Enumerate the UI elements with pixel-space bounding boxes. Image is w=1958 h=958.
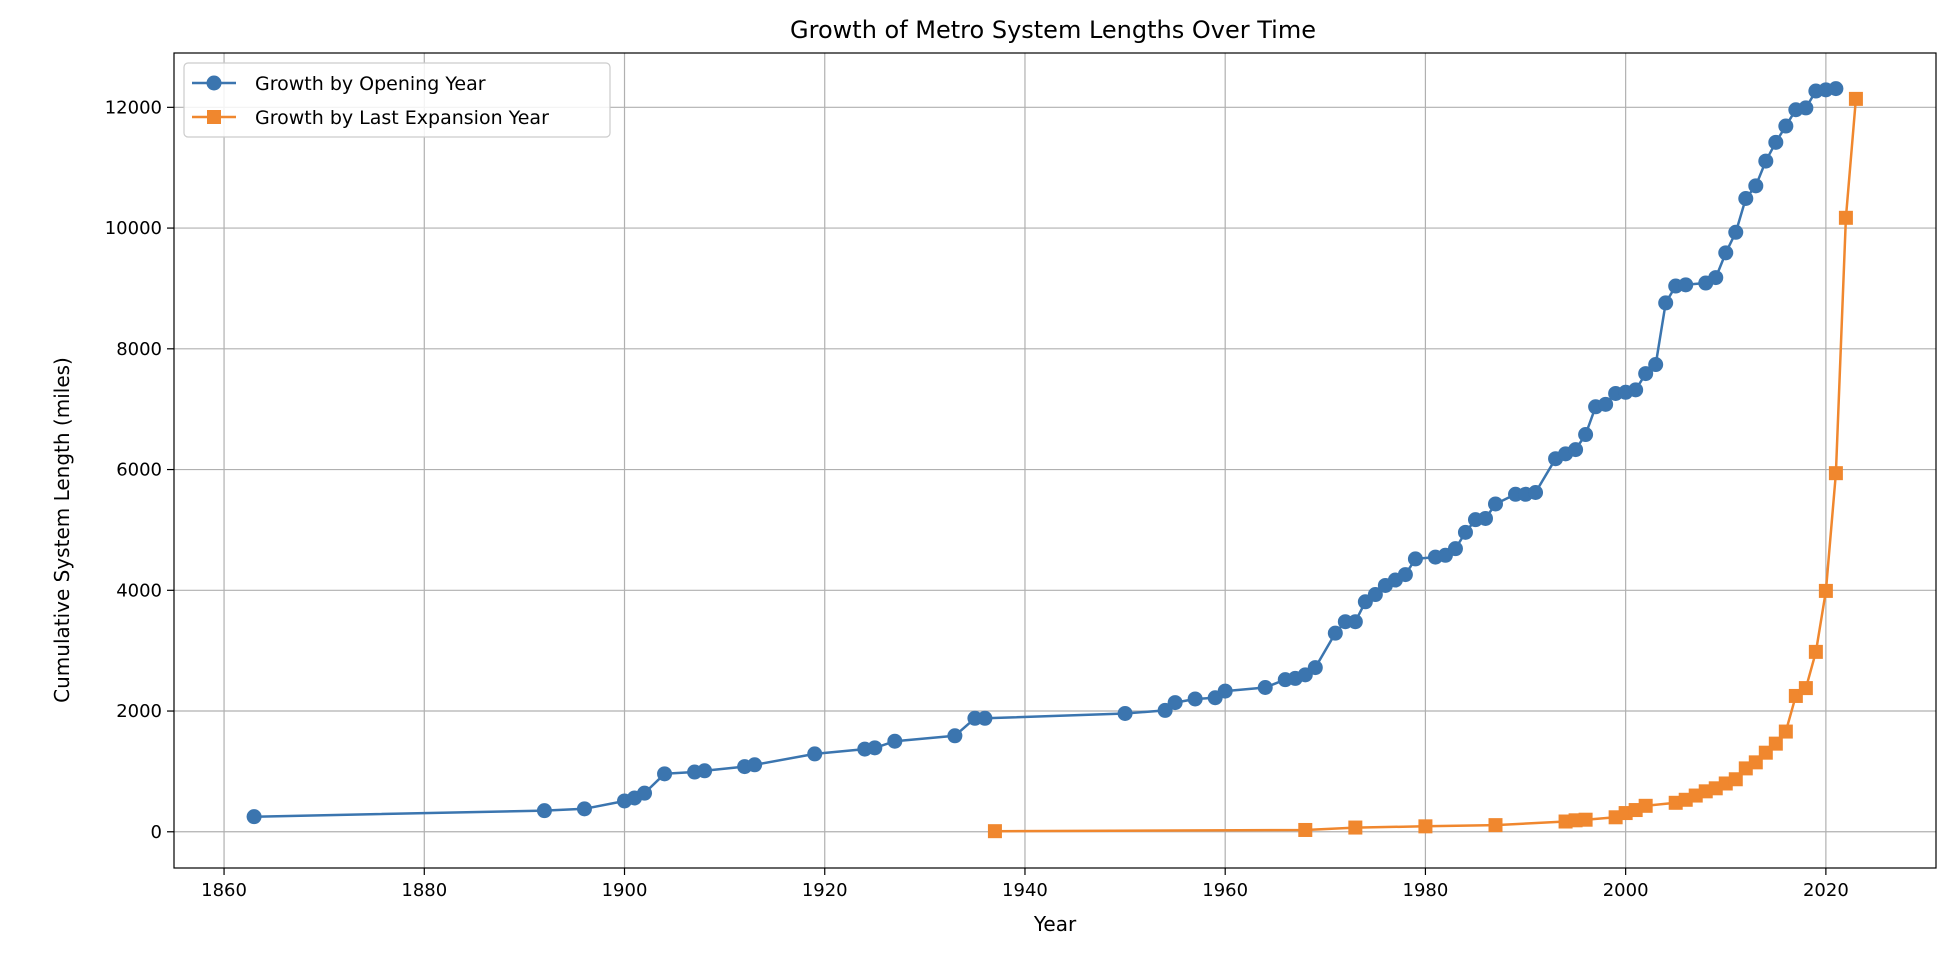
data-point [1397,567,1413,583]
data-point [977,710,993,726]
data-point [1117,705,1133,721]
data-point [1848,91,1863,106]
data-point [1327,625,1343,641]
data-point [536,803,552,819]
x-tick-label: 1860 [201,880,247,901]
legend-label-opening: Growth by Opening Year [255,73,486,95]
y-tick-label: 0 [151,822,162,843]
legend-marker-opening [206,75,222,91]
legend-marker-expansion [207,110,221,124]
data-point [1528,484,1544,500]
data-point [1808,644,1823,659]
data-point [1798,100,1814,116]
data-point [1638,366,1654,382]
data-point [637,785,653,801]
data-point [1738,190,1754,206]
grid-lines [174,53,1936,868]
data-point [576,801,592,817]
data-point [987,824,1002,839]
x-tick-label: 2000 [1603,880,1649,901]
data-point [1457,524,1473,540]
x-tick-label: 2020 [1803,880,1849,901]
x-tick-label: 1960 [1202,880,1248,901]
data-point [1307,660,1323,676]
data-point [1818,583,1833,598]
data-point [1447,541,1463,557]
x-tick-label: 1980 [1403,880,1449,901]
axis-ticks: 1860 1880 1900 1920 1940 1960 1980 2000 2020 0 200… [105,97,1849,901]
data-point [1298,822,1313,837]
data-point [1568,442,1584,458]
data-point [1488,496,1503,512]
data-point [1678,277,1694,293]
data-point [1728,772,1743,787]
chart-title: Growth of Metro System Lengths Over Time [790,16,1316,44]
data-point [867,740,883,756]
series-0 [246,81,1844,825]
data-point [1728,224,1744,240]
data-point [947,728,963,744]
x-axis-label: Year [1033,912,1077,936]
y-tick-label: 12000 [105,97,162,118]
data-point [1758,153,1774,169]
data-point [1418,819,1433,834]
data-point [1768,134,1784,150]
data-point [1257,679,1273,695]
y-tick-label: 4000 [116,580,162,601]
y-axis-label: Cumulative System Length (miles) [50,357,74,703]
data-point [1768,736,1783,751]
data-point [1828,81,1844,97]
data-point [1407,551,1423,567]
data-point [1578,812,1593,827]
series-1 [987,91,1863,839]
data-point [1598,396,1614,412]
data-point [747,757,763,773]
data-point [1718,245,1734,261]
y-tick-label: 2000 [116,701,162,722]
data-point [1828,466,1843,481]
data-point [1167,695,1183,711]
data-point [1187,691,1203,707]
data-point [1648,357,1664,373]
legend-label-expansion: Growth by Last Expansion Year [255,107,549,129]
data-point [807,746,823,762]
data-point [1628,382,1644,398]
data-point [1348,820,1363,835]
x-tick-label: 1940 [1002,880,1048,901]
data-point [1367,587,1383,603]
x-tick-label: 1900 [602,880,648,901]
legend-box [183,62,611,138]
data-point [1748,178,1764,194]
data-point [1578,427,1594,443]
data-point [1477,510,1493,526]
data-point [1838,210,1853,225]
data-point [1638,798,1653,813]
data-point [1778,118,1794,134]
data-point [1217,683,1233,699]
y-tick-label: 6000 [116,460,162,481]
x-tick-label: 1880 [401,880,447,901]
data-point [1488,818,1503,833]
data-point [657,766,673,782]
data-point [246,809,262,825]
x-tick-label: 1920 [802,880,848,901]
data-point [697,763,713,779]
series-layer [246,81,1863,839]
data-point [1708,270,1724,286]
plot-frame [173,52,1937,869]
y-tick-label: 10000 [105,218,162,239]
data-point [1347,614,1363,630]
data-point [1778,724,1793,739]
data-point [1658,295,1674,311]
legend: Growth by Opening Year Growth by Last Ex… [183,62,611,138]
data-point [887,733,903,749]
data-point [1798,681,1813,696]
y-tick-label: 8000 [116,339,162,360]
